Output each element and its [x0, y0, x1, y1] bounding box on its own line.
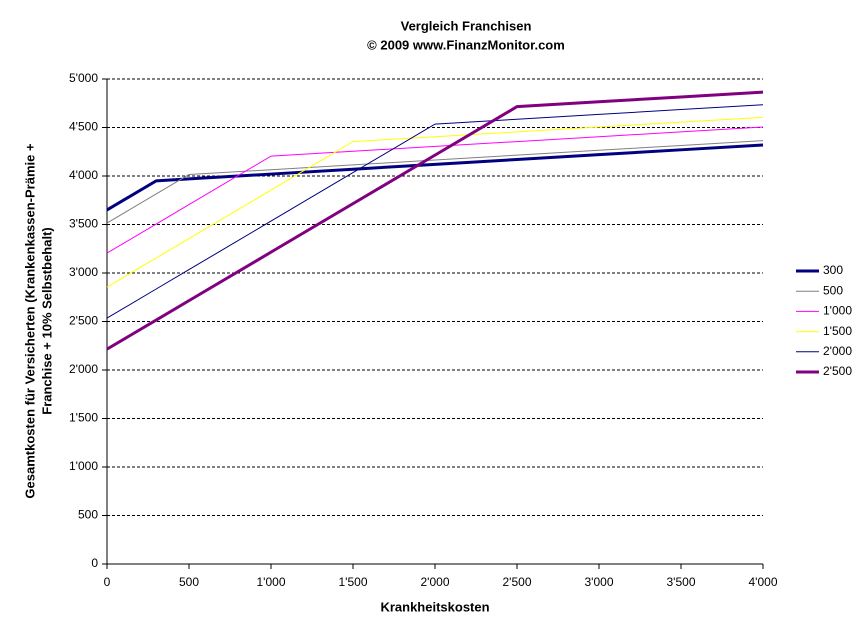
- series-line: [106, 116, 764, 288]
- x-axis-title: Krankheitskosten: [380, 599, 489, 614]
- y-tick-label: 5'000: [69, 71, 98, 85]
- chart-title: Vergleich Franchisen: [401, 18, 532, 33]
- y-tick-label: 2'000: [69, 362, 98, 376]
- x-tick-label: 2'000: [421, 575, 450, 589]
- y-tick-label: 3'000: [69, 265, 98, 279]
- y-tick-label: 0: [91, 556, 98, 570]
- y-tick-label: 1'500: [69, 411, 98, 425]
- legend-label: 1'000: [823, 304, 852, 318]
- y-tick-label: 4'500: [69, 120, 98, 134]
- y-tick-label: 3'500: [69, 217, 98, 231]
- x-tick-label: 500: [179, 575, 199, 589]
- y-tick-label: 500: [78, 508, 98, 522]
- x-tick-label: 0: [104, 575, 111, 589]
- legend-label: 2'500: [823, 364, 852, 378]
- x-tick-label: 1'000: [257, 575, 286, 589]
- chart-subtitle: © 2009 www.FinanzMonitor.com: [367, 37, 565, 52]
- y-axis-title: Franchise + 10% Selbstbehalt): [39, 227, 54, 414]
- y-axis-title: Gesamtkosten für Versicherten (Krankenka…: [22, 143, 37, 499]
- y-tick-label: 1'000: [69, 459, 98, 473]
- y-tick-label: 4'000: [69, 168, 98, 182]
- legend-label: 300: [823, 263, 843, 277]
- series-line: [106, 104, 764, 319]
- x-tick-label: 1'500: [339, 575, 368, 589]
- series-line: [106, 143, 764, 212]
- x-tick-label: 2'500: [503, 575, 532, 589]
- x-tick-label: 3'500: [667, 575, 696, 589]
- y-tick-label: 2'500: [69, 314, 98, 328]
- x-tick-label: 3'000: [585, 575, 614, 589]
- legend-label: 1'500: [823, 324, 852, 338]
- x-tick-label: 4'000: [749, 575, 778, 589]
- legend-label: 2'000: [823, 344, 852, 358]
- legend-label: 500: [823, 283, 843, 297]
- series-line: [106, 140, 764, 224]
- series-line: [106, 90, 764, 351]
